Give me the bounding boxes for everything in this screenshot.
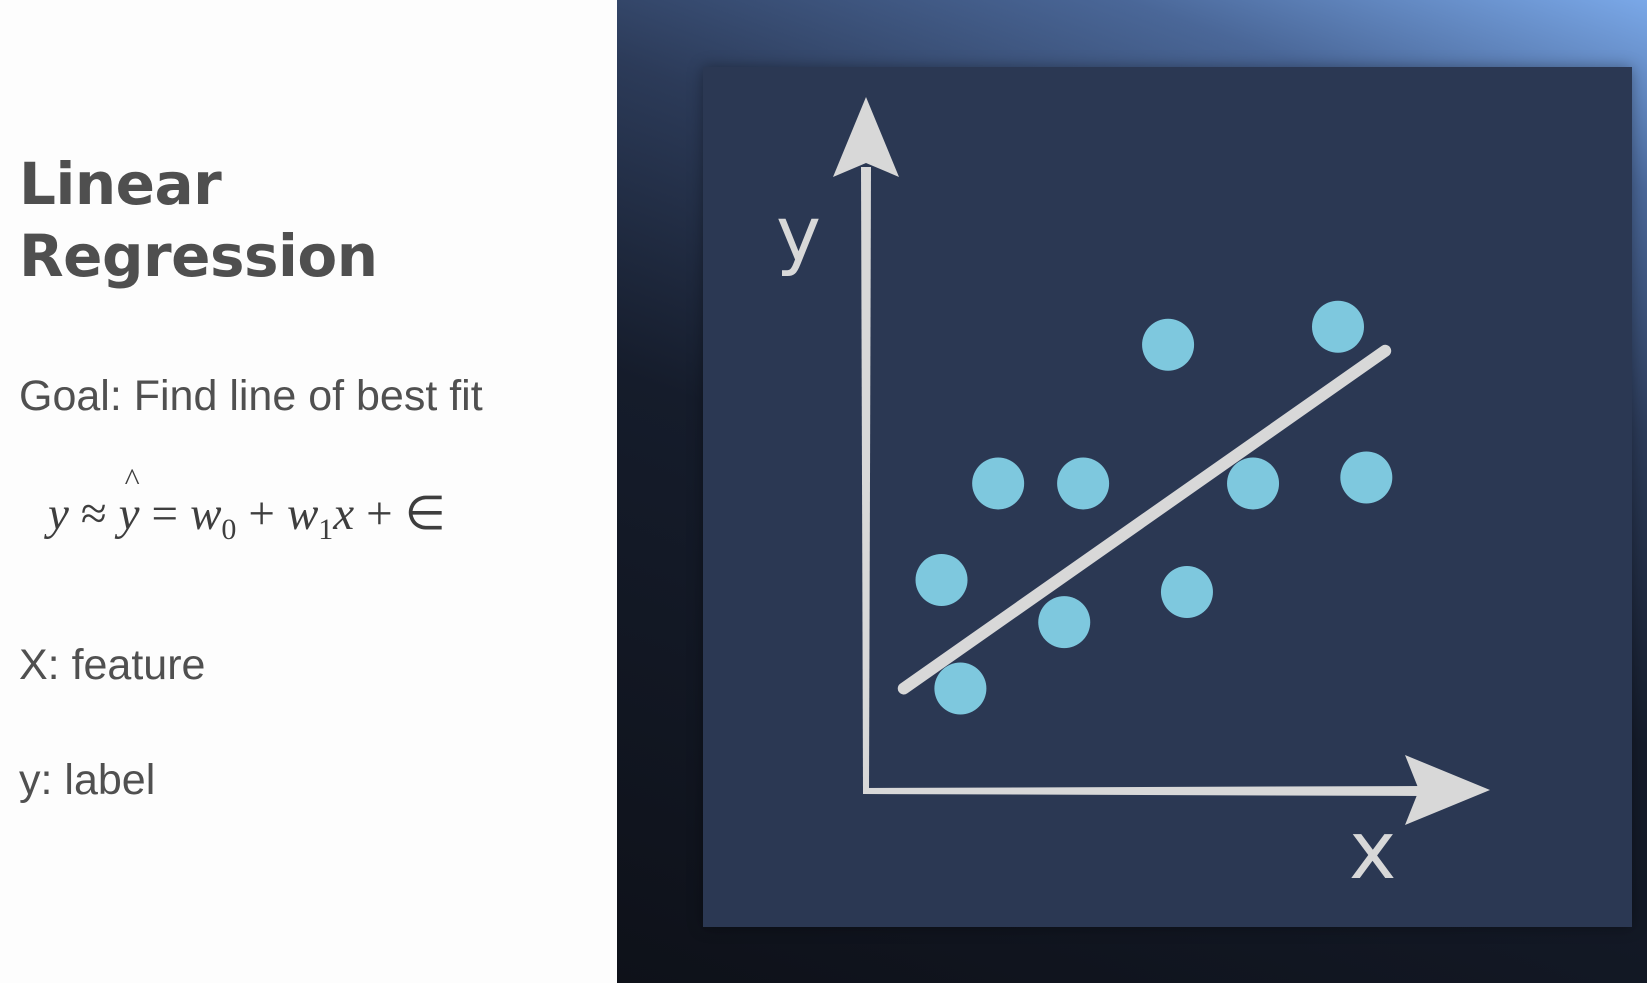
feature-text: X: feature xyxy=(19,641,206,689)
data-point-8 xyxy=(1227,457,1280,510)
equation-epsilon: ∈ xyxy=(404,488,446,540)
fit-line xyxy=(897,344,1392,695)
x-axis-line xyxy=(863,786,1423,796)
x-axis-label: x xyxy=(1349,804,1396,897)
data-point-1 xyxy=(934,662,987,715)
equation-plus-2: + xyxy=(366,488,393,540)
equation-sub1: 1 xyxy=(318,513,334,546)
chart-axes xyxy=(833,97,1490,825)
y-axis-label: y xyxy=(776,189,821,278)
equation-equals: = xyxy=(151,488,179,540)
title-line-2: Regression xyxy=(19,222,378,290)
x-axis-arrowhead xyxy=(1405,755,1490,825)
data-point-9 xyxy=(1312,300,1364,353)
left-panel: Linear Regression Goal: Find line of best… xyxy=(0,0,617,983)
equation-plus-1: + xyxy=(248,488,275,540)
y-axis-line xyxy=(861,167,871,791)
data-point-2 xyxy=(915,553,968,606)
slide-title: Linear Regression xyxy=(19,148,579,292)
equation-w1: w xyxy=(286,488,319,540)
data-point-3 xyxy=(972,457,1025,510)
data-point-5 xyxy=(1057,457,1110,510)
equation-w0: w xyxy=(190,488,222,540)
data-point-7 xyxy=(1160,566,1213,619)
data-point-10 xyxy=(1340,451,1393,504)
hat-mark: ^ xyxy=(124,461,140,497)
equation-y: y xyxy=(48,488,69,540)
scatter-chart: yx xyxy=(776,97,1490,897)
equation-approx: ≈ xyxy=(80,488,107,540)
fit-line-group xyxy=(897,344,1392,695)
label-text: y: label xyxy=(19,756,156,804)
axis-labels: yx xyxy=(776,189,1396,897)
regression-equation: y ≈ y ^ = w0 + w1x + ∈ xyxy=(48,461,446,545)
data-point-4 xyxy=(1038,596,1091,649)
data-point-6 xyxy=(1142,318,1195,371)
y-axis-arrowhead xyxy=(833,97,899,177)
equation-x: x xyxy=(333,488,355,540)
equation-sub0: 0 xyxy=(221,513,237,546)
goal-text: Goal: Find line of best fit xyxy=(19,372,483,420)
equation-yhat: y ^ xyxy=(118,461,140,540)
title-line-1: Linear xyxy=(19,150,222,218)
data-points xyxy=(915,300,1393,715)
